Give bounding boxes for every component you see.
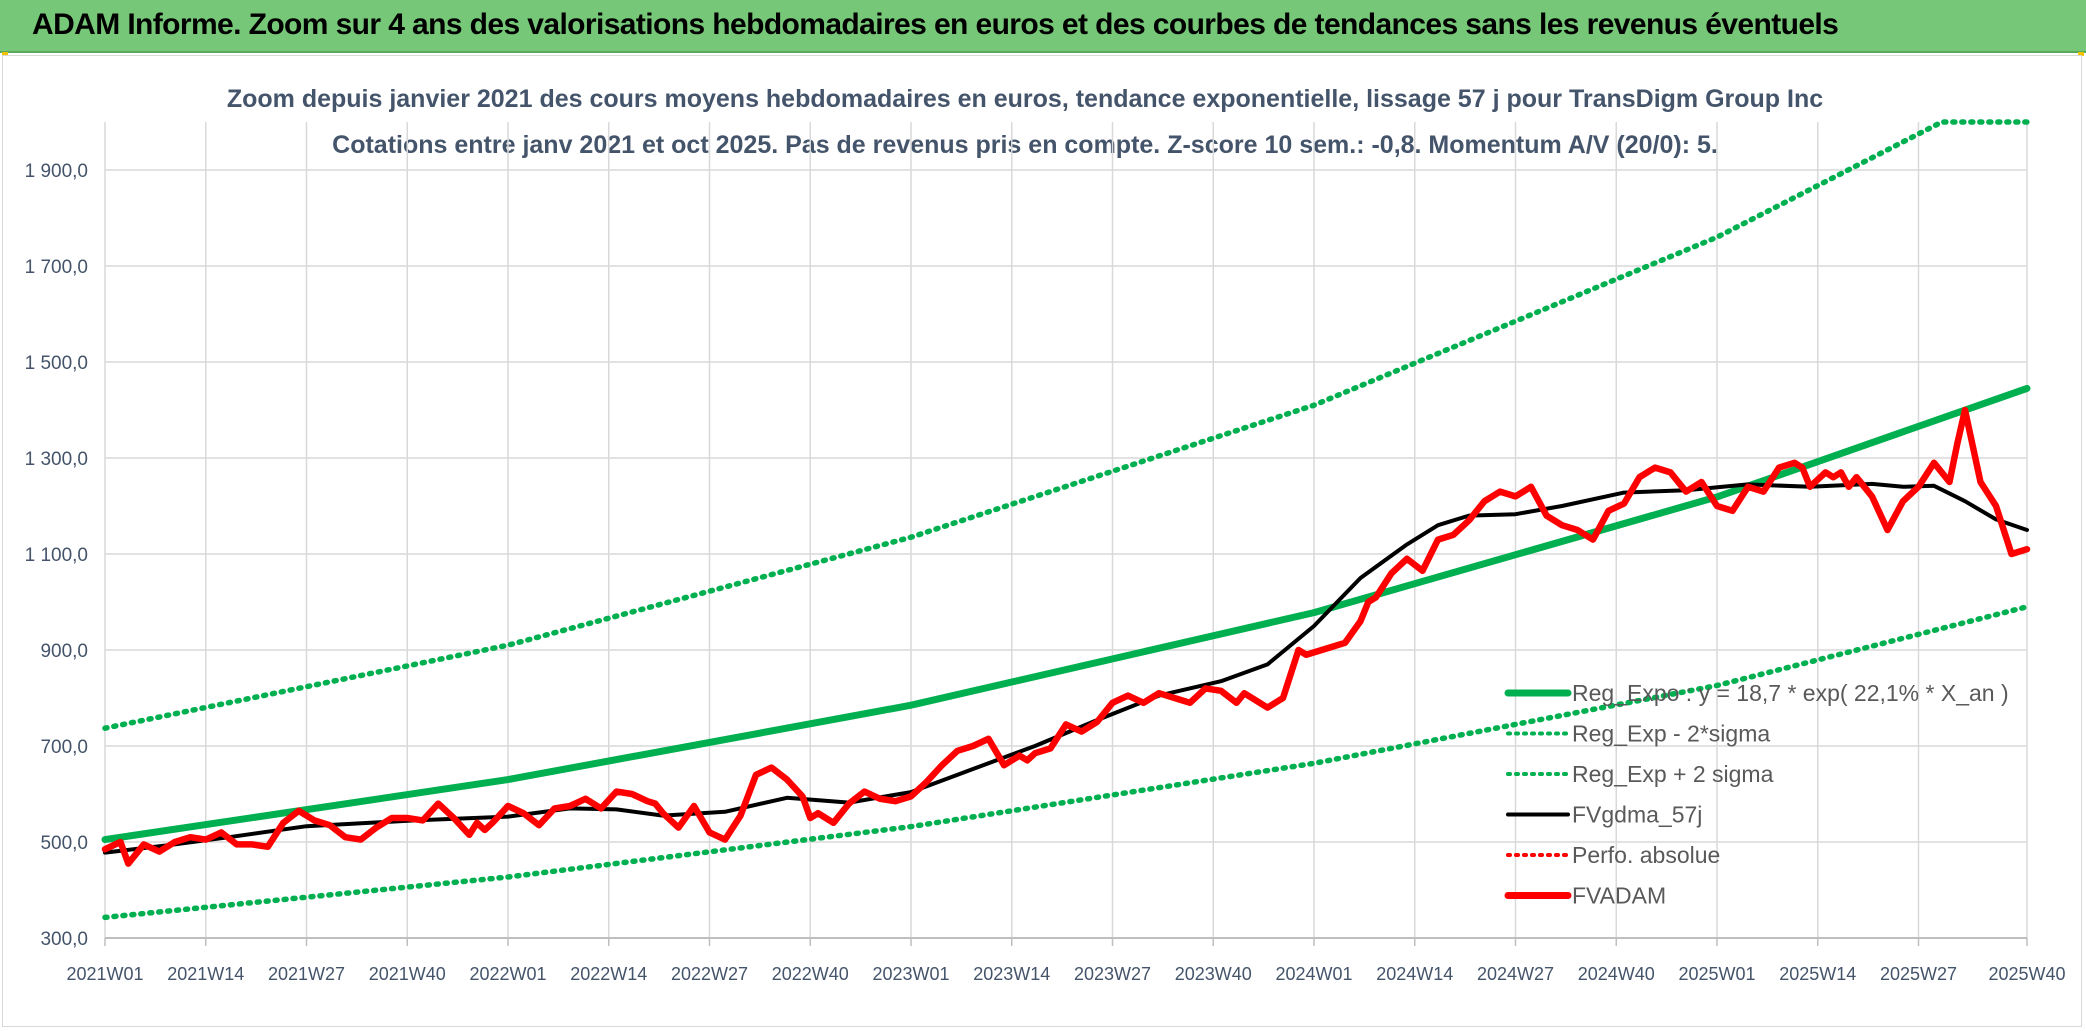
x-tick-label: 2025W01 <box>1678 964 1755 984</box>
x-tick-label: 2021W27 <box>268 964 345 984</box>
x-tick-label: 2023W14 <box>973 964 1050 984</box>
chart-title-line2: Cotations entre janv 2021 et oct 2025. P… <box>332 131 1718 159</box>
grid <box>104 122 2028 939</box>
legend-label: Reg_Expo : y = 18,7 * exp( 22,1% * X_an … <box>1572 680 2009 706</box>
y-tick-label: 700,0 <box>40 737 88 758</box>
x-tick-label: 2025W14 <box>1779 964 1856 984</box>
chart-title-line1: Zoom depuis janvier 2021 des cours moyen… <box>227 85 1823 113</box>
x-tick-label: 2024W40 <box>1578 964 1655 984</box>
y-tick-label: 1 500,0 <box>25 353 88 374</box>
x-tick-label: 2021W01 <box>66 964 143 984</box>
x-tick-label: 2025W40 <box>1988 964 2065 984</box>
y-tick-label: 1 900,0 <box>25 161 88 182</box>
legend-label: FVADAM <box>1572 883 1666 909</box>
x-tick-label: 2024W27 <box>1477 964 1554 984</box>
x-tick-label: 2021W40 <box>369 964 446 984</box>
series-reg-exp-2-sigma <box>102 604 2030 921</box>
series-reg-exp-2-sigma <box>102 119 2030 731</box>
x-tick-label: 2024W14 <box>1376 964 1453 984</box>
x-tick-label: 2023W40 <box>1175 964 1252 984</box>
y-tick-label: 500,0 <box>40 833 88 854</box>
y-tick-label: 1 700,0 <box>25 257 88 278</box>
y-tick-label: 900,0 <box>40 641 88 662</box>
x-tick-label: 2023W01 <box>872 964 949 984</box>
chart-frame <box>2 55 2082 1027</box>
x-tick-label: 2022W27 <box>671 964 748 984</box>
x-tick-label: 2023W27 <box>1074 964 1151 984</box>
x-tick-label: 2022W40 <box>772 964 849 984</box>
corner-mark-left <box>2 52 8 56</box>
y-tick-label: 1 300,0 <box>25 449 88 470</box>
corner-mark-right <box>2078 52 2084 56</box>
title-banner: ADAM Informe. Zoom sur 4 ans des valoris… <box>0 0 2086 53</box>
series-layer <box>101 119 2031 921</box>
legend-label: Reg_Exp - 2*sigma <box>1572 721 1770 747</box>
legend-label: Perfo. absolue <box>1572 842 1720 868</box>
page-title: ADAM Informe. Zoom sur 4 ans des valoris… <box>32 8 1839 41</box>
series-fvadam <box>101 406 2031 867</box>
legend-label: Reg_Exp + 2 sigma <box>1572 761 1774 787</box>
x-tick-label: 2022W14 <box>570 964 647 984</box>
legend: Reg_Expo : y = 18,7 * exp( 22,1% * X_an … <box>1504 680 2009 909</box>
x-tick-label: 2022W01 <box>469 964 546 984</box>
x-tick-label: 2021W14 <box>167 964 244 984</box>
axes: 300,0 500,0 700,0 900,0 1 100,0 1 300,0 1 500,… <box>25 161 2066 984</box>
y-tick-label: 1 100,0 <box>25 545 88 566</box>
x-tick-label: 2024W01 <box>1275 964 1352 984</box>
legend-label: FVgdma_57j <box>1572 802 1702 828</box>
x-tick-label: 2025W27 <box>1880 964 1957 984</box>
y-tick-label: 300,0 <box>40 929 88 950</box>
